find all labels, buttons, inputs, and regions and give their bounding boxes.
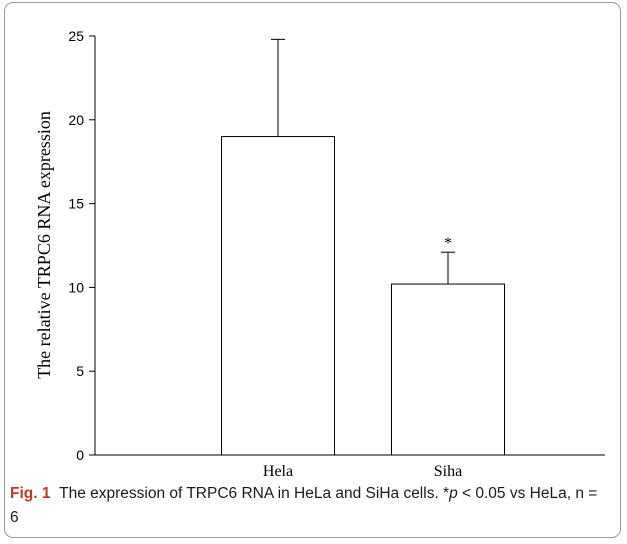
caption-text-post: < 0.05 vs HeLa, n = 6 <box>10 485 598 526</box>
figure-label: Fig. 1 <box>10 485 51 502</box>
y-tick-label: 20 <box>68 112 84 128</box>
y-tick-label: 15 <box>68 196 84 212</box>
caption-p-symbol: p <box>449 485 458 502</box>
y-axis: 0 5 10 15 20 25 <box>68 28 96 463</box>
caption-text-pre: The expression of TRPC6 RNA in HeLa and … <box>59 485 450 502</box>
bar-siha <box>391 283 505 456</box>
y-tick-label: 10 <box>68 279 84 295</box>
y-tick-label: 0 <box>76 447 84 463</box>
bars: * <box>221 38 505 456</box>
y-tick-label: 5 <box>76 363 84 379</box>
y-tick-label: 25 <box>68 28 84 44</box>
figure-caption: Fig. 1 The expression of TRPC6 RNA in He… <box>10 482 610 530</box>
bar-chart: 0 5 10 15 20 25 * Hela Siha The relative TRPC6… <box>34 28 605 480</box>
x-axis: Hela Siha <box>95 454 605 480</box>
x-category-label: Hela <box>263 463 293 480</box>
significance-marker: * <box>444 235 452 252</box>
x-category-label: Siha <box>434 463 462 480</box>
y-axis-title: The relative TRPC6 RNA expression <box>34 111 54 379</box>
bar-hela <box>221 136 335 456</box>
